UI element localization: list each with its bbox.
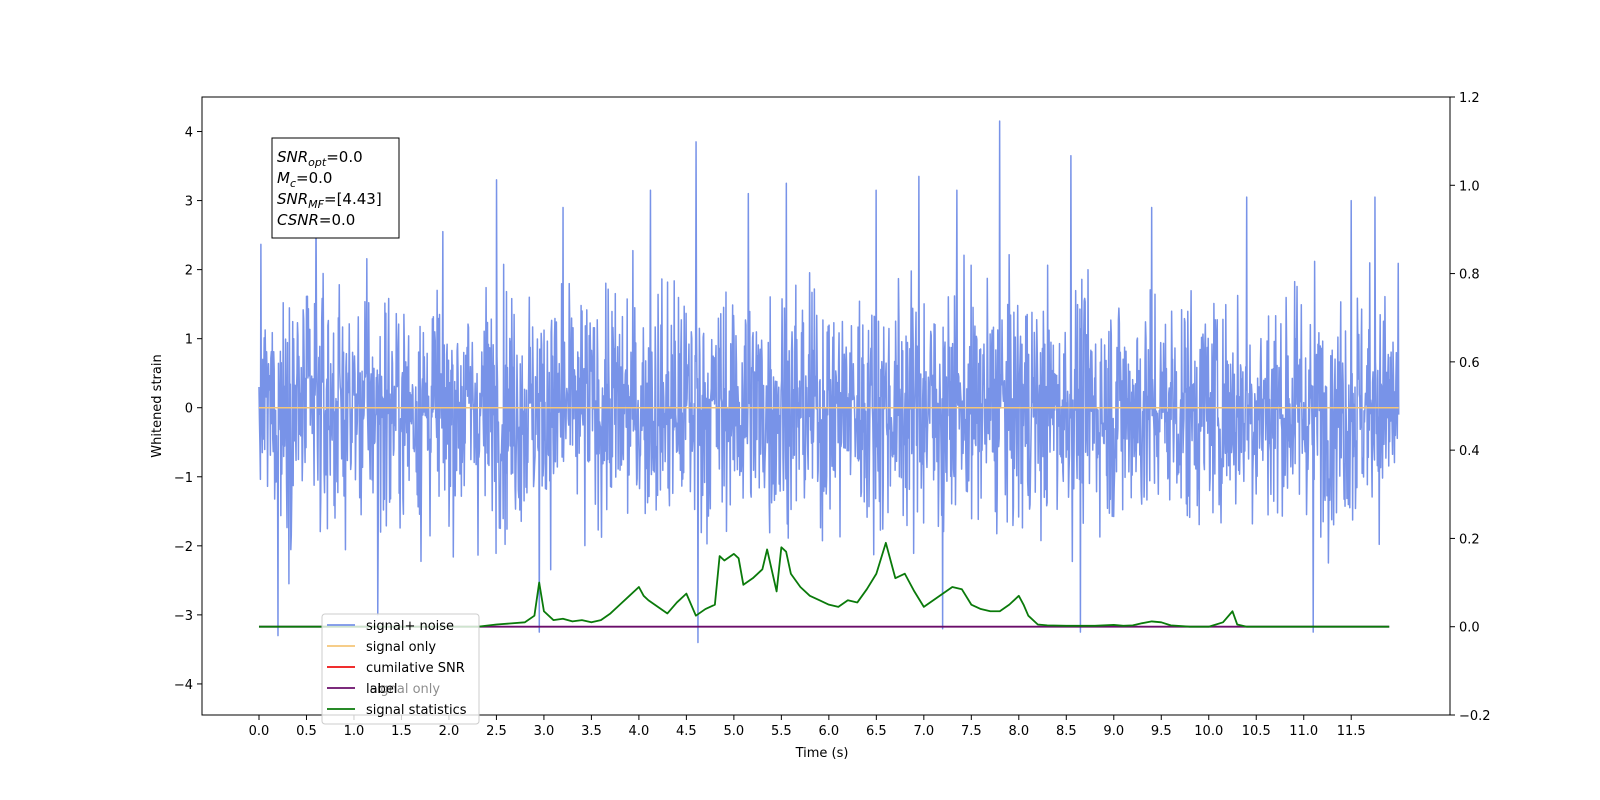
y2-tick-label: 1.2	[1459, 91, 1480, 106]
x-tick-label: 0.0	[249, 724, 270, 739]
y-tick-label: 3	[185, 195, 193, 210]
y-axis-left: −4 −3 −2 −1 0 1 2 3 4	[174, 126, 202, 693]
x-tick-label: 9.0	[1103, 724, 1124, 739]
y-tick-label: −3	[174, 609, 193, 624]
series-signal-noise-line	[258, 120, 1400, 644]
x-tick-label: 3.5	[581, 724, 602, 739]
x-tick-label: 1.5	[391, 724, 412, 739]
y2-tick-label: 0.8	[1459, 268, 1480, 283]
x-tick-label: 5.0	[724, 724, 745, 739]
legend-frame	[321, 613, 480, 725]
y2-tick-label: 1.0	[1459, 179, 1480, 194]
legend-entry-label: label	[366, 682, 397, 697]
legend-entry-label: cumilative SNR	[366, 661, 465, 676]
annotation-frame	[271, 137, 400, 239]
y2-tick-label: 0.6	[1459, 356, 1480, 371]
x-tick-label: 3.0	[534, 724, 555, 739]
x-axis-label: Time (s)	[795, 746, 849, 761]
x-tick-label: 1.0	[344, 724, 365, 739]
x-tick-label: 8.0	[1008, 724, 1029, 739]
x-tick-label: 10.5	[1242, 724, 1271, 739]
annotation-line: Mc=0.0	[277, 169, 332, 190]
x-tick-label: 7.0	[913, 724, 934, 739]
y-tick-label: −2	[174, 540, 193, 555]
y2-tick-label: 0.0	[1459, 621, 1480, 636]
x-tick-label: 8.5	[1056, 724, 1077, 739]
x-tick-label: 0.5	[296, 724, 317, 739]
y-tick-label: 2	[185, 264, 193, 279]
y2-tick-label: −0.2	[1459, 709, 1491, 724]
x-tick-label: 10.0	[1194, 724, 1223, 739]
y-tick-label: −1	[174, 471, 193, 486]
legend-entry-label: signal only	[366, 640, 436, 655]
y-tick-label: 4	[185, 126, 193, 141]
x-tick-label: 6.5	[866, 724, 887, 739]
annotation-line: SNRopt=0.0	[277, 148, 363, 169]
x-tick-label: 6.0	[819, 724, 840, 739]
y-tick-label: 0	[185, 402, 193, 417]
series-signal-statistics-line	[258, 541, 1390, 628]
x-axis: 0.0 0.5 1.0 1.5 2.0 2.5 3.0 3.5 4.0 4.5 5.0 5.5 6.0 6…	[249, 715, 1366, 739]
x-tick-label: 5.5	[771, 724, 792, 739]
y2-tick-label: 0.4	[1459, 444, 1480, 459]
legend-entry-label: signal statistics	[366, 703, 467, 718]
x-tick-label: 2.0	[439, 724, 460, 739]
x-tick-label: 2.5	[486, 724, 507, 739]
legend: signal only signal+ noise signal only cumil…	[321, 613, 480, 725]
axes-frame	[201, 96, 1451, 716]
y2-tick-label: 0.2	[1459, 532, 1480, 547]
annotation-line: CSNR=0.0	[277, 211, 355, 229]
y-axis-label: Whitened strain	[150, 354, 165, 457]
legend-hidden-text: signal only	[370, 682, 440, 697]
annotation-line: SNRMF=[4.43]	[277, 190, 382, 211]
x-tick-label: 11.0	[1289, 724, 1318, 739]
x-tick-label: 4.0	[629, 724, 650, 739]
legend-entry-label: signal+ noise	[366, 619, 454, 634]
x-tick-label: 7.5	[961, 724, 982, 739]
y-tick-label: 1	[185, 333, 193, 348]
x-tick-label: 9.5	[1151, 724, 1172, 739]
y-tick-label: −4	[174, 678, 193, 693]
x-tick-label: 11.5	[1337, 724, 1366, 739]
y-axis-right: −0.2 0.0 0.2 0.4 0.6 0.8 1.0 1.2	[1450, 91, 1491, 724]
x-tick-label: 4.5	[676, 724, 697, 739]
